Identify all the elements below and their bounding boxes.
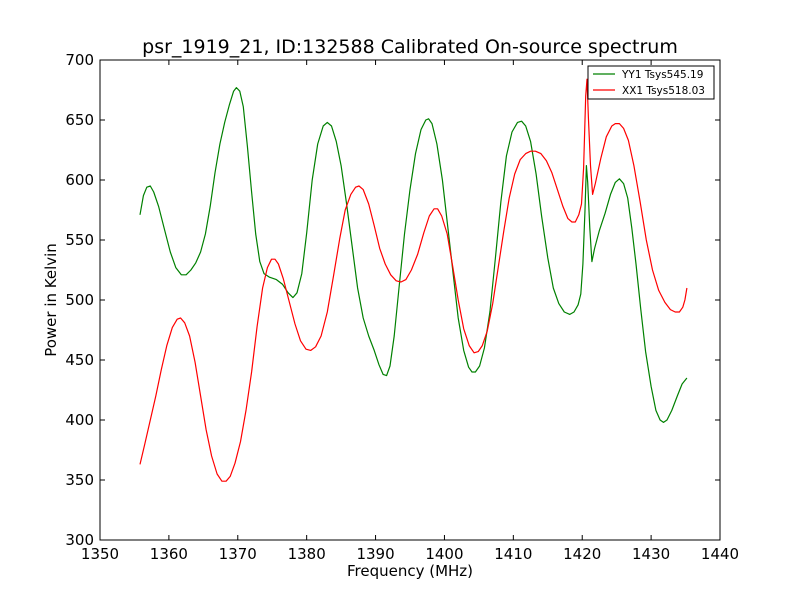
- y-tick-label: 400: [65, 411, 94, 429]
- legend: YY1 Tsys545.19 XX1 Tsys518.03: [587, 65, 715, 100]
- x-tick-label: 1350: [81, 545, 119, 563]
- x-axis-ticks: 1350 1360 1370 1380 1390 1400 1410 1420 1430 1440: [81, 60, 739, 563]
- y-tick-label: 550: [65, 231, 94, 249]
- x-tick-label: 1440: [701, 545, 739, 563]
- y-tick-label: 700: [65, 51, 94, 69]
- x-tick-label: 1360: [150, 545, 188, 563]
- x-axis-label: Frequency (MHz): [347, 562, 473, 580]
- y-tick-label: 350: [65, 471, 94, 489]
- series-line-1: [139, 78, 688, 482]
- y-axis-label: Power in Kelvin: [42, 243, 60, 357]
- y-axis-ticks: 300 350 400 450 500 550 600 650 700: [65, 51, 720, 549]
- y-tick-label: 300: [65, 531, 94, 549]
- plot-lines: [139, 78, 688, 482]
- x-tick-label: 1370: [219, 545, 257, 563]
- x-tick-label: 1400: [425, 545, 463, 563]
- chart-title: psr_1919_21, ID:132588 Calibrated On-sou…: [142, 36, 678, 58]
- x-tick-label: 1430: [632, 545, 670, 563]
- x-tick-label: 1380: [288, 545, 326, 563]
- x-tick-label: 1410: [494, 545, 532, 563]
- x-tick-label: 1420: [563, 545, 601, 563]
- y-tick-label: 500: [65, 291, 94, 309]
- legend-label-yy1: YY1 Tsys545.19: [621, 69, 703, 81]
- legend-label-xx1: XX1 Tsys518.03: [622, 85, 705, 97]
- series-line-0: [139, 87, 688, 423]
- y-tick-label: 450: [65, 351, 94, 369]
- legend-box: [587, 65, 715, 100]
- x-tick-label: 1390: [356, 545, 394, 563]
- plot-frame: [99, 59, 721, 541]
- y-tick-label: 600: [65, 171, 94, 189]
- y-tick-label: 650: [65, 111, 94, 129]
